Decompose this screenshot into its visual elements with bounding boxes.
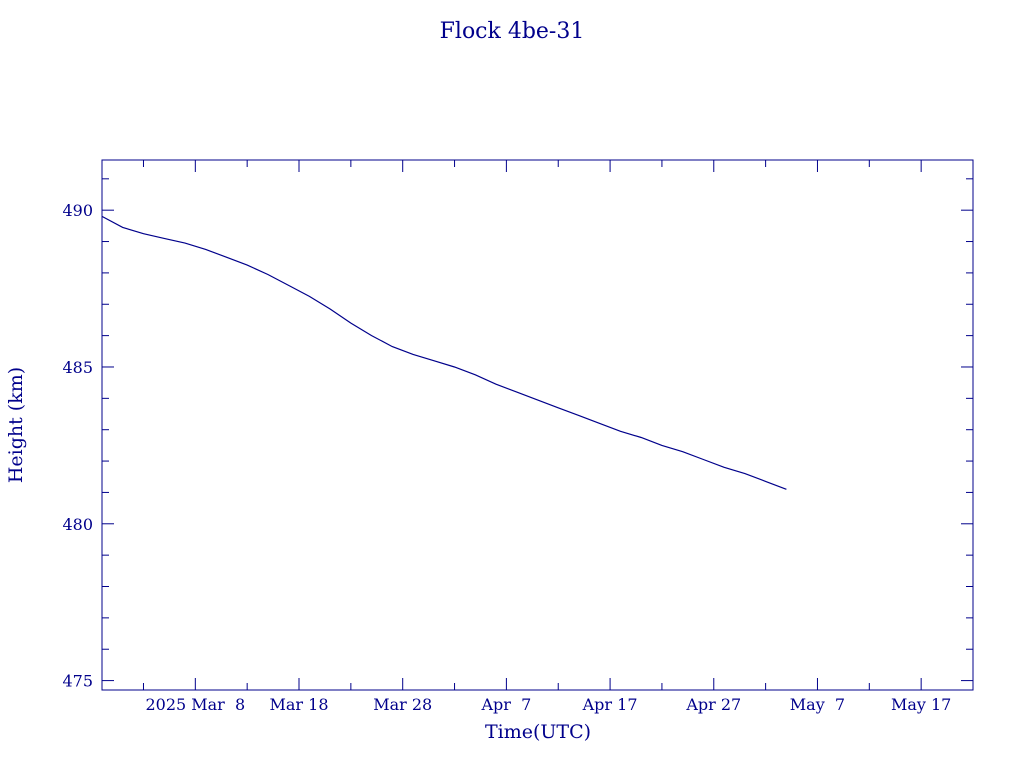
y-tick-label: 490	[62, 201, 93, 220]
chart-title: Flock 4be-31	[440, 19, 585, 44]
plot-frame	[101, 159, 974, 691]
x-tick-label: Apr 17	[582, 695, 638, 714]
x-tick-label: Mar 28	[373, 695, 432, 714]
x-tick-label: May 17	[891, 695, 951, 714]
y-tick-label: 485	[62, 358, 93, 377]
x-axis-label: Time(UTC)	[485, 721, 591, 743]
height-series-line	[101, 215, 787, 490]
x-tick-labels: 2025 Mar 8 Mar 18 Mar 28 Apr 7 Apr 17 Apr 27 M…	[145, 695, 951, 714]
y-tick-labels: 475 480 485 490	[62, 201, 93, 690]
x-tick-label: Apr 7	[480, 695, 531, 714]
x-tick-label: Apr 27	[685, 695, 741, 714]
y-tick-label: 480	[62, 515, 93, 534]
x-tick-label: May 7	[790, 695, 845, 714]
x-tick-label: Mar 18	[270, 695, 329, 714]
x-tick-label: 2025 Mar 8	[145, 695, 245, 714]
axis-ticks	[102, 160, 974, 690]
y-axis-label: Height (km)	[5, 367, 27, 483]
y-tick-label: 475	[62, 672, 93, 691]
